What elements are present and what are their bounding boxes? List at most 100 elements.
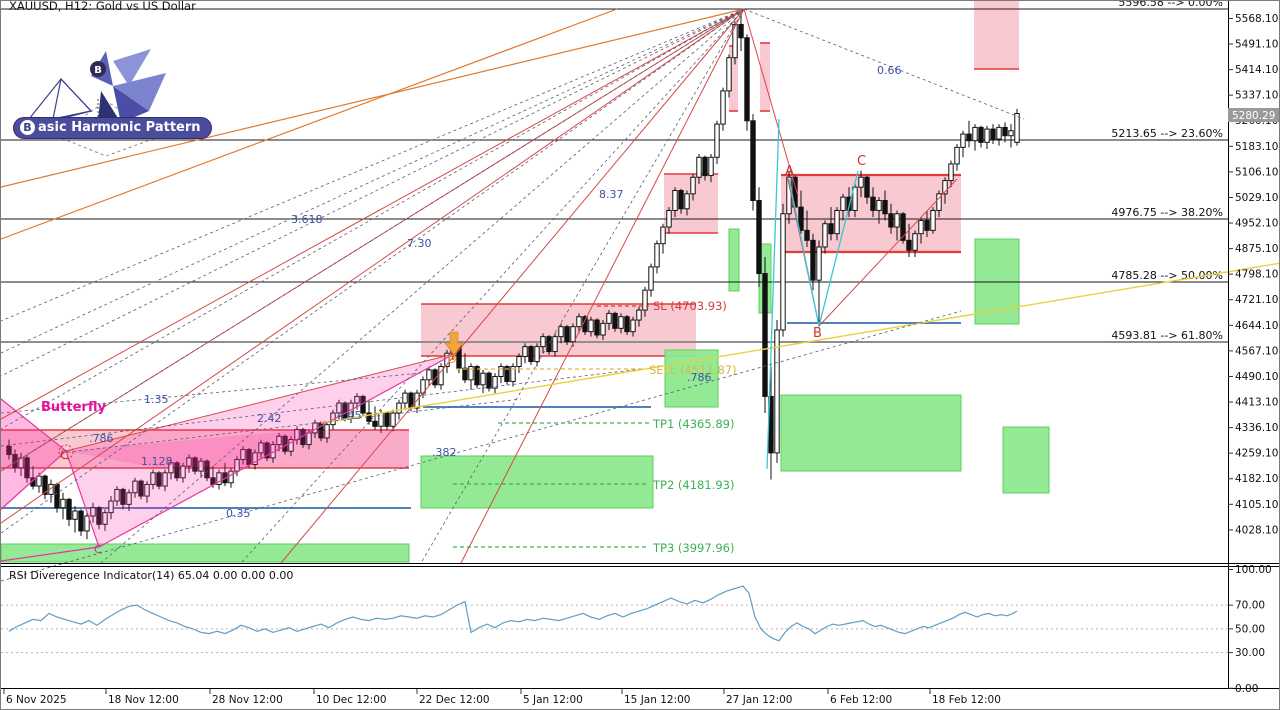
fib-label: 5213.65 --> 23.60% bbox=[1111, 127, 1223, 140]
pink-zone bbox=[729, 46, 738, 111]
rsi-panel: 100.00 70.00 50.00 30.00 0.00 bbox=[1, 564, 1272, 695]
ratio-label: .786 bbox=[687, 371, 712, 384]
candle-body bbox=[126, 492, 132, 505]
candle-body bbox=[552, 336, 558, 353]
yellow-trendline bbox=[320, 262, 1279, 424]
pattern-point-label: C bbox=[60, 448, 68, 462]
date-tick-label: 10 Dec 12:00 bbox=[316, 694, 387, 706]
candle-body bbox=[1008, 130, 1014, 137]
candle-body bbox=[240, 449, 246, 461]
candle-body bbox=[132, 480, 138, 494]
candle-body bbox=[810, 239, 816, 281]
brand-b-icon: B bbox=[20, 120, 35, 135]
candle-body bbox=[6, 445, 12, 456]
candle-body bbox=[888, 213, 894, 228]
candle-body bbox=[678, 190, 684, 210]
candlesticks bbox=[6, 9, 1020, 540]
candle-body bbox=[114, 488, 120, 502]
candle-body bbox=[534, 346, 540, 363]
candle-body bbox=[180, 465, 186, 479]
price-tick-label: 5337.10 bbox=[1235, 90, 1278, 102]
ratio-label: 0.66 bbox=[877, 64, 902, 77]
price-tick-label: 4336.10 bbox=[1235, 422, 1278, 434]
chart-title: XAUUSD, H12: Gold vs US Dollar bbox=[9, 1, 196, 13]
date-tick-label: 5 Jan 12:00 bbox=[523, 694, 583, 706]
price-tick-label: 4644.10 bbox=[1235, 320, 1278, 332]
price-tick-label: 5491.10 bbox=[1235, 39, 1278, 51]
candle-body bbox=[1014, 112, 1020, 143]
date-tick-label: 6 Nov 2025 bbox=[6, 694, 67, 706]
ratio-label: 1.128 bbox=[141, 455, 173, 468]
candle-body bbox=[714, 123, 720, 158]
candle-body bbox=[936, 193, 942, 211]
price-tick-label: 5106.10 bbox=[1235, 166, 1278, 178]
fib-label: 4976.75 --> 38.20% bbox=[1111, 206, 1223, 219]
candle-body bbox=[156, 472, 162, 487]
rsi-tick-label: 0.00 bbox=[1235, 683, 1258, 695]
candle-body bbox=[828, 223, 834, 235]
candle-body bbox=[72, 510, 78, 520]
candle-body bbox=[798, 206, 804, 231]
candle-body bbox=[594, 319, 600, 336]
pink-zone bbox=[974, 1, 1019, 69]
green-zone bbox=[664, 349, 719, 408]
fib-label: 4785.28 --> 50.00% bbox=[1111, 269, 1223, 282]
candle-body bbox=[24, 457, 30, 479]
candle-body bbox=[954, 146, 960, 165]
candle-body bbox=[426, 369, 432, 381]
pattern-name-label: Butterfly bbox=[41, 400, 106, 415]
candle-body bbox=[324, 424, 330, 439]
origami-crane-icon: B bbox=[19, 49, 166, 157]
candle-body bbox=[882, 199, 888, 215]
candle-body bbox=[666, 209, 672, 228]
candle-body bbox=[354, 395, 360, 404]
price-tick-label: 4875.10 bbox=[1235, 243, 1278, 255]
panel-borders bbox=[1, 1, 1279, 689]
ratio-label: 2.42 bbox=[257, 412, 282, 425]
price-tick-label: 4259.10 bbox=[1235, 448, 1278, 460]
candle-body bbox=[942, 180, 948, 195]
ratio-label: 4.45 bbox=[337, 409, 362, 422]
date-tick-label: 22 Dec 12:00 bbox=[419, 694, 490, 706]
candle-body bbox=[522, 346, 528, 358]
candle-body bbox=[720, 90, 726, 125]
price-tick-label: 5029.10 bbox=[1235, 192, 1278, 204]
candle-body bbox=[468, 366, 474, 381]
candle-body bbox=[540, 336, 546, 348]
date-tick-label: 27 Jan 12:00 bbox=[726, 694, 792, 706]
candle-body bbox=[756, 199, 762, 275]
candle-body bbox=[660, 226, 666, 245]
candle-body bbox=[612, 312, 618, 329]
candle-body bbox=[120, 488, 126, 505]
harmonic-ratio-labels: .786 1.35 1.128 0.35 2.42 4.45 .382 3.618 7.30 8.… bbox=[89, 64, 902, 520]
ratio-label: 7.30 bbox=[407, 237, 432, 250]
candle-body bbox=[96, 507, 102, 525]
candle-body bbox=[912, 233, 918, 251]
date-tick-label: 15 Jan 12:00 bbox=[624, 694, 690, 706]
candle-body bbox=[108, 500, 114, 514]
candle-body bbox=[90, 507, 96, 517]
candle-body bbox=[234, 459, 240, 472]
candle-body bbox=[168, 462, 174, 474]
candle-body bbox=[150, 472, 156, 485]
candle-body bbox=[384, 412, 390, 427]
candle-body bbox=[138, 480, 144, 497]
candle-body bbox=[162, 472, 168, 487]
candle-body bbox=[774, 329, 780, 454]
trade-level-label: TP3 (3997.96) bbox=[652, 541, 734, 555]
candle-body bbox=[246, 449, 252, 466]
candle-body bbox=[504, 366, 510, 382]
butterfly-band-overlap bbox=[66, 430, 409, 467]
candle-body bbox=[174, 462, 180, 479]
candle-body bbox=[510, 366, 516, 382]
candle-body bbox=[36, 475, 42, 487]
candle-body bbox=[102, 512, 108, 525]
candle-body bbox=[744, 37, 750, 122]
candle-body bbox=[978, 126, 984, 143]
candle-body bbox=[672, 190, 678, 211]
candle-body bbox=[918, 219, 924, 235]
candle-body bbox=[972, 126, 978, 142]
orange-trendlines bbox=[1, 8, 745, 240]
